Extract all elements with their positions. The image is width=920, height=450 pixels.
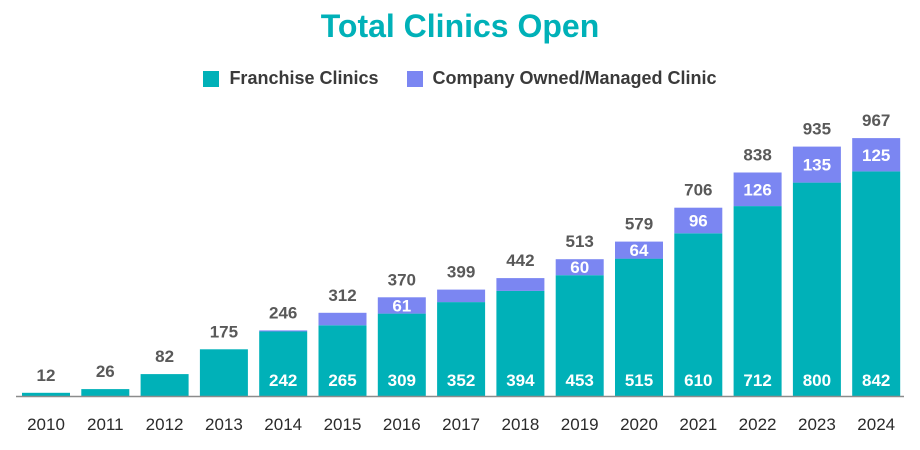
x-tick-label-2018: 2018	[501, 415, 539, 434]
total-label-2012: 82	[155, 347, 174, 366]
bar-company-owned-2021	[674, 207, 723, 234]
total-label-2014: 246	[269, 303, 297, 322]
legend-label-company-owned: Company Owned/Managed Clinic	[432, 68, 717, 88]
bar-franchise-2016	[377, 313, 426, 396]
data-label-company-owned-2015: 47	[333, 286, 352, 305]
x-tick-label-2015: 2015	[324, 415, 362, 434]
data-label-franchise-2021: 610	[684, 371, 712, 390]
x-tick-label-2016: 2016	[383, 415, 421, 434]
x-tick-label-2019: 2019	[561, 415, 599, 434]
total-label-2022: 838	[743, 146, 771, 165]
total-label-2011: 26	[96, 362, 115, 381]
data-label-company-owned-2018: 48	[511, 252, 530, 271]
x-tick-label-2022: 2022	[739, 415, 777, 434]
bar-company-owned-2017	[437, 289, 486, 303]
data-label-company-owned-2023: 135	[803, 156, 831, 175]
legend-label-franchise: Franchise Clinics	[229, 68, 379, 88]
bar-franchise-2015	[318, 325, 367, 396]
bar-company-owned-2020	[615, 241, 663, 259]
bar-company-owned-2014	[259, 330, 308, 332]
legend-swatch-franchise	[203, 70, 220, 87]
bar-franchise-2024	[852, 171, 901, 396]
x-tick-label-2024: 2024	[857, 415, 895, 434]
chart-title: Total Clinics Open	[320, 8, 600, 44]
legend-item-franchise: Franchise Clinics	[203, 68, 379, 89]
data-label-company-owned-2019: 60	[570, 258, 589, 277]
x-tick-label-2011: 2011	[87, 415, 124, 434]
bar-company-owned-2016	[377, 297, 426, 314]
data-label-franchise-2017: 352	[447, 371, 475, 390]
total-label-2013: 175	[210, 322, 238, 341]
bar-franchise-2022	[733, 206, 782, 396]
x-tick-label-2021: 2021	[679, 415, 717, 434]
data-label-franchise-2020: 515	[625, 371, 653, 390]
data-label-franchise-2024: 842	[862, 371, 890, 390]
bar-company-owned-2024	[852, 138, 901, 172]
data-label-company-owned-2014: 4	[278, 293, 288, 312]
x-tick-label-2014: 2014	[264, 415, 302, 434]
bar-franchise-2010	[22, 392, 70, 396]
data-label-company-owned-2017: 47	[452, 263, 471, 282]
bar-franchise-2021	[674, 233, 723, 396]
bar-franchise-2017	[437, 302, 486, 396]
bar-franchise-2014	[259, 331, 308, 396]
data-label-company-owned-2021: 96	[689, 212, 708, 231]
data-label-franchise-2014: 242	[269, 371, 297, 390]
total-label-2018: 442	[506, 251, 534, 270]
x-tick-label-2012: 2012	[146, 415, 184, 434]
bar-franchise-2018	[496, 290, 545, 396]
data-label-company-owned-2022: 126	[743, 180, 771, 199]
data-label-company-owned-2016: 61	[392, 297, 411, 316]
data-label-company-owned-2020: 64	[630, 241, 649, 260]
bar-company-owned-2015	[318, 312, 367, 326]
legend-item-company-owned: Company Owned/Managed Clinic	[406, 68, 717, 89]
bar-franchise-2012	[140, 374, 189, 396]
data-label-franchise-2023: 800	[803, 371, 831, 390]
total-label-2015: 312	[328, 286, 356, 305]
data-label-company-owned-2024: 125	[862, 146, 890, 165]
bar-company-owned-2018	[496, 278, 545, 291]
x-tick-label-2013: 2013	[205, 415, 243, 434]
data-label-franchise-2015: 265	[328, 371, 356, 390]
bar-franchise-2011	[81, 389, 130, 396]
x-tick-label-2017: 2017	[442, 415, 480, 434]
bar-company-owned-2023	[792, 146, 841, 183]
bar-franchise-2023	[792, 182, 841, 396]
data-label-franchise-2019: 453	[566, 371, 594, 390]
legend-swatch-company-owned	[406, 70, 423, 87]
legend: Franchise Clinics Company Owned/Managed …	[0, 68, 920, 89]
data-label-franchise-2016: 309	[388, 371, 416, 390]
bar-company-owned-2019	[555, 259, 604, 276]
bar-franchise-2013	[199, 349, 248, 396]
x-tick-label-2010: 2010	[27, 415, 65, 434]
total-label-2024: 967	[862, 111, 890, 130]
bar-franchise-2020	[615, 258, 663, 396]
data-label-franchise-2022: 712	[743, 371, 771, 390]
total-label-2021: 706	[684, 181, 712, 200]
total-label-2016: 370	[388, 270, 416, 289]
total-label-2017: 399	[447, 263, 475, 282]
x-tick-label-2020: 2020	[620, 415, 658, 434]
total-label-2023: 935	[803, 120, 831, 139]
bar-franchise-2019	[555, 275, 604, 396]
total-label-2010: 12	[37, 366, 56, 385]
bar-company-owned-2022	[733, 172, 782, 207]
total-label-2020: 579	[625, 215, 653, 234]
data-label-franchise-2018: 394	[506, 371, 535, 390]
total-label-2019: 513	[566, 232, 594, 251]
x-tick-label-2023: 2023	[798, 415, 836, 434]
